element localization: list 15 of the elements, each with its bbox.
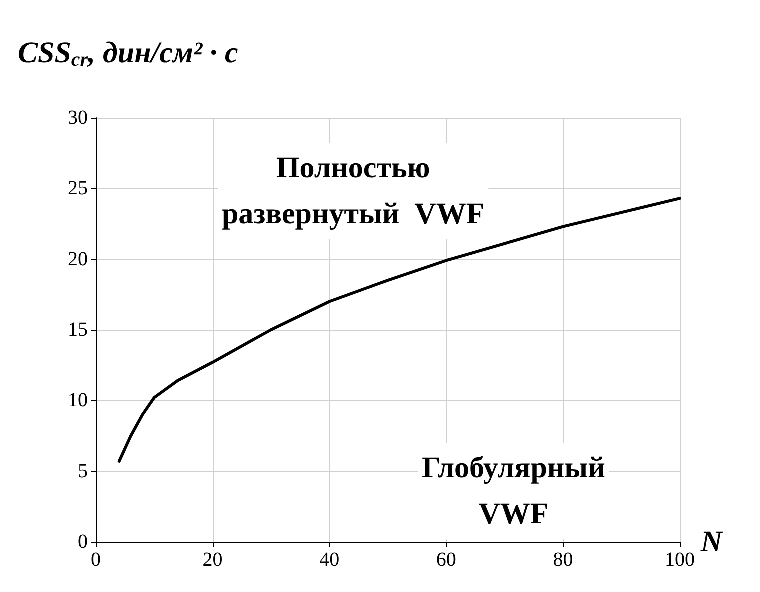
y-tick-label: 0 [78,531,88,553]
annotation: Полностью развернутый VWF [222,152,485,230]
y-tick-label: 25 [68,178,88,200]
y-tick-label: 10 [68,390,88,412]
y-tick-label: 20 [68,248,88,270]
y-tick-label: 15 [68,319,88,341]
annotation: Глобулярный VWF [422,452,606,530]
x-axis-title: N [700,526,724,558]
y-tick-label: 5 [78,460,88,482]
y-tick-label: 30 [68,107,88,129]
x-tick-label: 80 [553,549,574,571]
x-tick-label: 40 [320,549,340,571]
x-tick-label: 100 [665,549,695,571]
x-tick-label: 60 [436,549,456,571]
x-tick-label: 20 [202,549,223,571]
